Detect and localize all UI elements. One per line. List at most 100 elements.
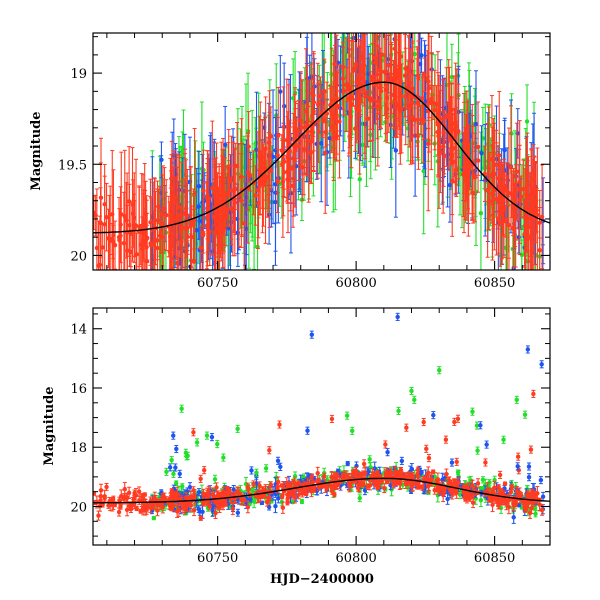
data-point xyxy=(337,119,342,124)
data-point xyxy=(492,171,497,177)
data-point xyxy=(377,67,382,72)
data-point xyxy=(480,477,486,483)
data-point xyxy=(201,231,206,236)
data-point xyxy=(144,235,150,241)
data-point xyxy=(241,221,247,226)
data-point xyxy=(93,210,97,215)
data-point xyxy=(357,177,362,182)
data-point xyxy=(127,223,132,228)
data-point xyxy=(447,182,453,188)
data-point xyxy=(391,79,397,84)
data-point xyxy=(316,101,322,107)
data-point xyxy=(457,492,463,497)
data-point xyxy=(183,283,187,287)
data-point xyxy=(214,185,219,191)
data-point xyxy=(330,111,335,116)
data-point xyxy=(174,216,180,221)
data-point xyxy=(118,233,123,238)
data-point xyxy=(132,222,137,228)
top-panel-model-curve xyxy=(93,81,551,234)
data-point xyxy=(461,141,467,146)
data-point xyxy=(386,63,391,68)
data-point xyxy=(263,146,268,151)
data-point xyxy=(388,71,393,77)
data-point xyxy=(255,187,261,193)
top-panel-data-points xyxy=(93,0,546,300)
top-panel-frame xyxy=(92,32,551,271)
data-point xyxy=(206,196,211,201)
data-point xyxy=(253,193,258,198)
top-panel: 60750 60800 60850 19 19.5 20 Magnitude xyxy=(29,0,551,300)
data-point xyxy=(509,131,514,136)
data-point xyxy=(470,172,476,177)
data-point xyxy=(350,68,356,73)
data-point xyxy=(479,150,484,156)
data-point xyxy=(217,224,222,229)
data-point xyxy=(318,93,323,99)
data-point xyxy=(198,245,204,250)
data-point xyxy=(435,122,441,127)
data-point xyxy=(167,249,172,255)
data-point xyxy=(275,152,280,158)
data-point xyxy=(204,223,210,229)
data-point xyxy=(420,117,426,123)
data-point xyxy=(357,495,362,501)
data-point xyxy=(524,119,530,124)
top-panel-ticks: 60750 60800 60850 19 19.5 20 xyxy=(58,33,551,291)
data-point xyxy=(323,150,328,156)
data-point xyxy=(497,203,503,208)
data-point xyxy=(392,46,397,51)
data-point xyxy=(173,481,179,486)
data-point xyxy=(429,100,434,106)
data-point xyxy=(490,191,495,196)
data-point xyxy=(229,188,234,193)
data-point xyxy=(419,53,424,58)
data-point xyxy=(394,102,399,107)
data-point xyxy=(541,288,545,292)
data-point xyxy=(324,111,330,116)
data-point xyxy=(137,224,142,230)
data-point xyxy=(343,82,349,88)
data-point xyxy=(102,202,107,207)
data-point xyxy=(475,144,481,150)
data-point xyxy=(97,262,103,268)
data-point xyxy=(473,121,479,127)
data-point xyxy=(156,204,161,209)
top-panel-ylabel: Magnitude xyxy=(29,111,44,190)
data-point xyxy=(448,127,453,133)
data-point xyxy=(270,154,276,160)
data-point xyxy=(421,168,426,174)
data-point xyxy=(399,106,404,111)
data-point xyxy=(415,73,421,78)
data-point xyxy=(154,296,158,300)
data-point xyxy=(363,94,368,99)
data-point xyxy=(456,129,461,134)
data-point xyxy=(239,198,244,203)
data-point xyxy=(269,168,274,174)
data-point xyxy=(402,73,408,78)
data-point xyxy=(322,88,327,94)
data-point xyxy=(222,207,228,212)
data-point xyxy=(532,190,537,195)
data-point xyxy=(281,103,287,109)
data-point xyxy=(100,245,105,250)
data-point xyxy=(299,499,305,504)
data-point xyxy=(375,104,381,109)
data-point xyxy=(247,173,253,178)
data-point xyxy=(273,199,278,205)
data-point xyxy=(417,26,421,30)
data-point xyxy=(478,211,484,216)
data-point xyxy=(533,511,538,516)
data-point xyxy=(176,205,182,210)
data-point xyxy=(125,248,130,253)
data-point xyxy=(212,477,218,482)
data-point xyxy=(110,239,116,245)
data-point xyxy=(212,214,217,219)
data-point xyxy=(191,259,197,264)
data-point xyxy=(351,0,355,3)
top-x-tick-label: 60800 xyxy=(335,276,376,291)
data-point xyxy=(463,166,468,171)
data-point xyxy=(506,222,512,228)
data-point xyxy=(487,199,492,204)
data-point xyxy=(420,96,425,101)
